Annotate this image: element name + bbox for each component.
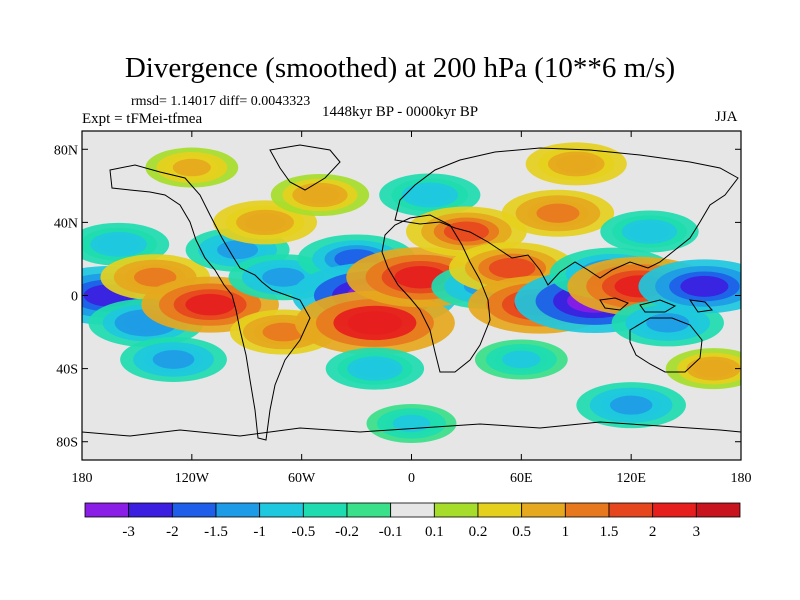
colorbar-label: 0.5 [512, 524, 531, 540]
field-blob-28-3 [680, 275, 729, 297]
y-tick-label: 40N [54, 216, 78, 231]
field-blob-33-3 [556, 154, 597, 174]
field-blob-6-3 [217, 240, 259, 260]
coastline-eurasia [394, 147, 739, 286]
colorbar-label: -0.1 [379, 524, 403, 540]
colorbar-label: -3 [122, 524, 135, 540]
coastline-americas [109, 164, 311, 441]
field-blob-27-3 [646, 313, 690, 333]
field-blob-29-3 [694, 359, 733, 378]
coastline-antarctica [82, 421, 741, 437]
colorbar-swatch [433, 502, 479, 518]
colorbar-label: -1 [253, 524, 266, 540]
field-blob-9-3 [262, 322, 305, 342]
chart-title: Divergence (smoothed) at 200 hPa (10**6 … [124, 52, 676, 84]
colorbar-swatch [652, 502, 697, 518]
field-blob-22-3 [536, 203, 580, 223]
x-tick-label: 120W [175, 471, 210, 486]
colorbar-swatch [215, 502, 261, 518]
colorbar-swatch [564, 502, 610, 518]
colorbar-swatch [608, 502, 654, 518]
period-text: 1448kyr BP - 0000kyr BP [322, 104, 479, 120]
field-layer [82, 142, 741, 443]
colorbar-label: 2 [649, 524, 657, 540]
field-blob-13-3 [347, 311, 403, 335]
colorbar-swatch [521, 502, 566, 518]
colorbar: -3 -2 -1.5 -1 -0.5 -0.2 -0.1 0.1 0.2 0.5 1 1.5 2 3 [84, 502, 741, 540]
y-tick-label: 80S [56, 436, 78, 451]
stats-text: rmsd= 1.14017 diff= 0.0043323 [131, 94, 311, 109]
colorbar-swatch [477, 502, 523, 518]
field-blob-5-3 [185, 293, 235, 316]
colorbar-swatch [171, 502, 217, 518]
x-tick-label: 0 [408, 471, 415, 486]
x-tick-label: 60E [510, 471, 533, 486]
colorbar-swatch [84, 502, 130, 518]
y-axis: 80N 40N 0 40S 80S [54, 143, 741, 451]
colorbar-label: -2 [166, 524, 179, 540]
field-blob-10-3 [300, 185, 340, 204]
colorbar-label: 1.5 [600, 524, 619, 540]
colorbar-label: 0.1 [425, 524, 444, 540]
field-blob-7-3 [244, 213, 286, 232]
colorbar-swatch [302, 502, 348, 518]
colorbar-label: 0.2 [469, 524, 488, 540]
colorbar-swatch [390, 502, 435, 518]
season-text: JJA [715, 109, 738, 125]
colorbar-label: 3 [693, 524, 701, 540]
x-axis: 180 120W 60W 0 60E 120E 180 [72, 131, 752, 486]
field-blob-16-3 [409, 185, 450, 205]
field-blob-31-3 [609, 395, 653, 415]
x-tick-label: 180 [731, 471, 752, 486]
colorbar-label: -0.2 [335, 524, 359, 540]
experiment-text: Expt = tFMei-tfmea [82, 111, 203, 127]
x-tick-label: 180 [72, 471, 93, 486]
field-blob-21-3 [502, 350, 541, 369]
field-blob-2-3 [134, 267, 177, 287]
x-tick-label: 120E [616, 471, 646, 486]
y-tick-label: 40S [56, 363, 78, 378]
field-blob-32-3 [172, 158, 211, 177]
coastline-maritime [599, 297, 713, 313]
field-blob-14-3 [355, 359, 395, 378]
field-blob-8-3 [262, 267, 305, 287]
field-blob-1-3 [98, 235, 139, 254]
y-tick-label: 80N [54, 143, 78, 158]
colorbar-label: 1 [562, 524, 570, 540]
coastline-europe-africa [381, 214, 491, 373]
coastline-australia [629, 317, 703, 373]
x-tick-label: 60W [288, 471, 316, 486]
coastlines [82, 144, 741, 441]
colorbar-swatch [259, 502, 304, 518]
y-tick-label: 0 [71, 290, 78, 305]
colorbar-swatch [128, 502, 173, 518]
coastline-greenland [269, 144, 341, 191]
field-blob-26-3 [629, 222, 670, 241]
field-blob-4-3 [152, 350, 195, 369]
colorbar-label: -0.5 [291, 524, 315, 540]
colorbar-label: -1.5 [204, 524, 228, 540]
colorbar-swatch [695, 502, 741, 518]
colorbar-swatch [346, 502, 392, 518]
field-blob-19-3 [488, 257, 536, 279]
